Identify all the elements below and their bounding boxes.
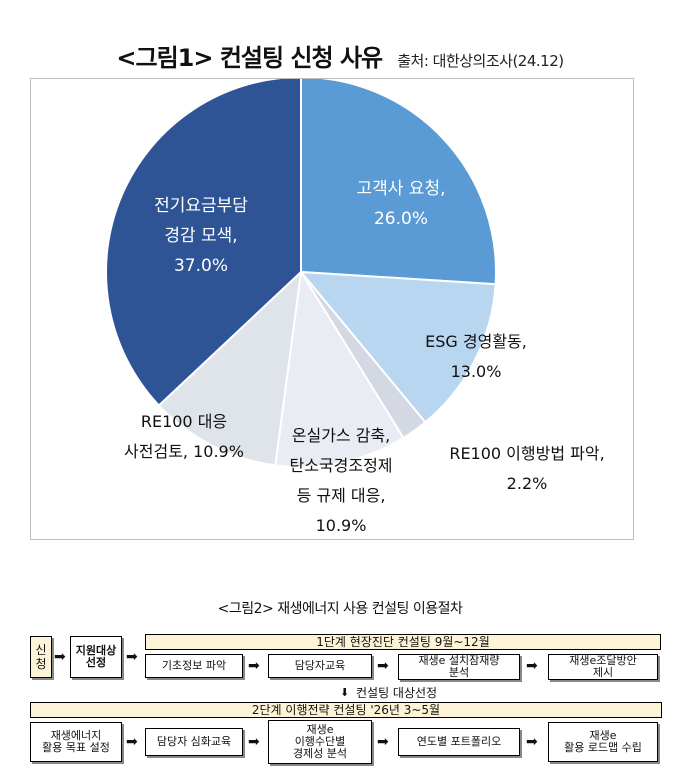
stage2-step-2: 담당자 심화교육 bbox=[145, 728, 243, 756]
pie-chart-frame: 고객사 요청, 26.0% ESG 경영활동, 13.0% RE100 이행방법… bbox=[30, 78, 634, 540]
label-re100-method-value: 2.2% bbox=[506, 474, 548, 493]
label-re100-review-line2: 사전검토, 10.9% bbox=[124, 442, 244, 461]
label-electric-value: 37.0% bbox=[173, 256, 228, 276]
label-esg: ESG 경영활동, 13.0% bbox=[391, 327, 561, 387]
arrow-right-icon: ➡ bbox=[377, 734, 389, 750]
arrow-right-icon: ➡ bbox=[54, 649, 66, 665]
label-customer-value: 26.0% bbox=[373, 209, 428, 229]
arrow-right-icon: ➡ bbox=[377, 658, 389, 674]
label-re100-method: RE100 이행방법 파악, 2.2% bbox=[429, 439, 625, 499]
label-electric-line1: 전기요금부담 bbox=[154, 196, 248, 216]
stage2-step-5: 재생e 활용 로드맵 수립 bbox=[548, 722, 658, 762]
stage2-banner: 2단계 이행전략 컨설팅 '26년 3~5월 bbox=[30, 702, 662, 718]
stage2-step-1: 재생에너지 활용 목표 설정 bbox=[30, 722, 122, 762]
pie-slice-5 bbox=[157, 269, 303, 467]
arrow-right-icon: ➡ bbox=[526, 734, 538, 750]
stage2-step-3: 재생e 이행수단별 경제성 분석 bbox=[268, 720, 372, 764]
label-ghg: 온실가스 감축, 탄소국경조정제 등 규제 대응, 10.9% bbox=[271, 421, 411, 541]
pie-slice-6 bbox=[105, 79, 302, 407]
label-customer: 고객사 요청, 26.0% bbox=[331, 174, 471, 234]
label-electric: 전기요금부담 경감 모색, 37.0% bbox=[131, 191, 271, 281]
stage1-banner: 1단계 현장진단 컨설팅 9월~12월 bbox=[145, 634, 661, 650]
label-esg-value: 13.0% bbox=[450, 362, 502, 381]
stage1-step-2: 담당자교육 bbox=[268, 654, 372, 678]
arrow-right-icon: ➡ bbox=[126, 734, 138, 750]
consulting-selection-note: 컨설팅 대상선정 bbox=[356, 686, 438, 700]
figure2-title: <그림2> 재생에너지 사용 컨설팅 이용절차 bbox=[217, 601, 463, 617]
label-ghg-line2: 탄소국경조정제 bbox=[289, 456, 393, 475]
arrow-right-icon: ➡ bbox=[248, 658, 260, 674]
label-electric-line2: 경감 모색, bbox=[164, 226, 238, 246]
pie-slice-2 bbox=[298, 270, 497, 424]
stage1-step-4: 재생e조달방안 제시 bbox=[548, 654, 658, 680]
apply-box: 신 청 bbox=[30, 636, 52, 678]
arrow-right-icon: ➡ bbox=[248, 734, 260, 750]
figure1-heading: <그림1> 컨설팅 신청 사유 bbox=[116, 44, 383, 72]
label-re100-review-line1: RE100 대응 bbox=[140, 412, 228, 431]
stage1-step-1: 기초정보 파악 bbox=[145, 654, 243, 678]
label-esg-text: ESG 경영활동, bbox=[425, 332, 527, 351]
label-ghg-line3: 등 규제 대응, bbox=[296, 486, 386, 505]
label-re100-review: RE100 대응 사전검토, 10.9% bbox=[109, 407, 259, 467]
select-target-box: 지원대상 선정 bbox=[70, 636, 122, 678]
label-ghg-value: 10.9% bbox=[315, 516, 367, 535]
figure1-title: <그림1> 컨설팅 신청 사유 출처: 대한상의조사(24.12) bbox=[0, 38, 680, 73]
pie-chart bbox=[105, 79, 497, 468]
pie-slice-1 bbox=[300, 79, 497, 286]
arrow-down-icon: ⬇ bbox=[340, 686, 350, 699]
pie-slice-4 bbox=[274, 269, 405, 468]
label-ghg-line1: 온실가스 감축, bbox=[291, 426, 391, 445]
label-re100-method-text: RE100 이행방법 파악, bbox=[449, 444, 605, 463]
label-customer-text: 고객사 요청, bbox=[356, 179, 446, 199]
figure1-source: 출처: 대한상의조사(24.12) bbox=[397, 52, 564, 70]
stage1-step-3: 재생e 설치잠재량 분석 bbox=[398, 654, 520, 680]
stage2-step-4: 연도별 포트폴리오 bbox=[398, 728, 520, 756]
arrow-right-icon: ➡ bbox=[526, 658, 538, 674]
arrow-right-icon: ➡ bbox=[126, 649, 138, 665]
